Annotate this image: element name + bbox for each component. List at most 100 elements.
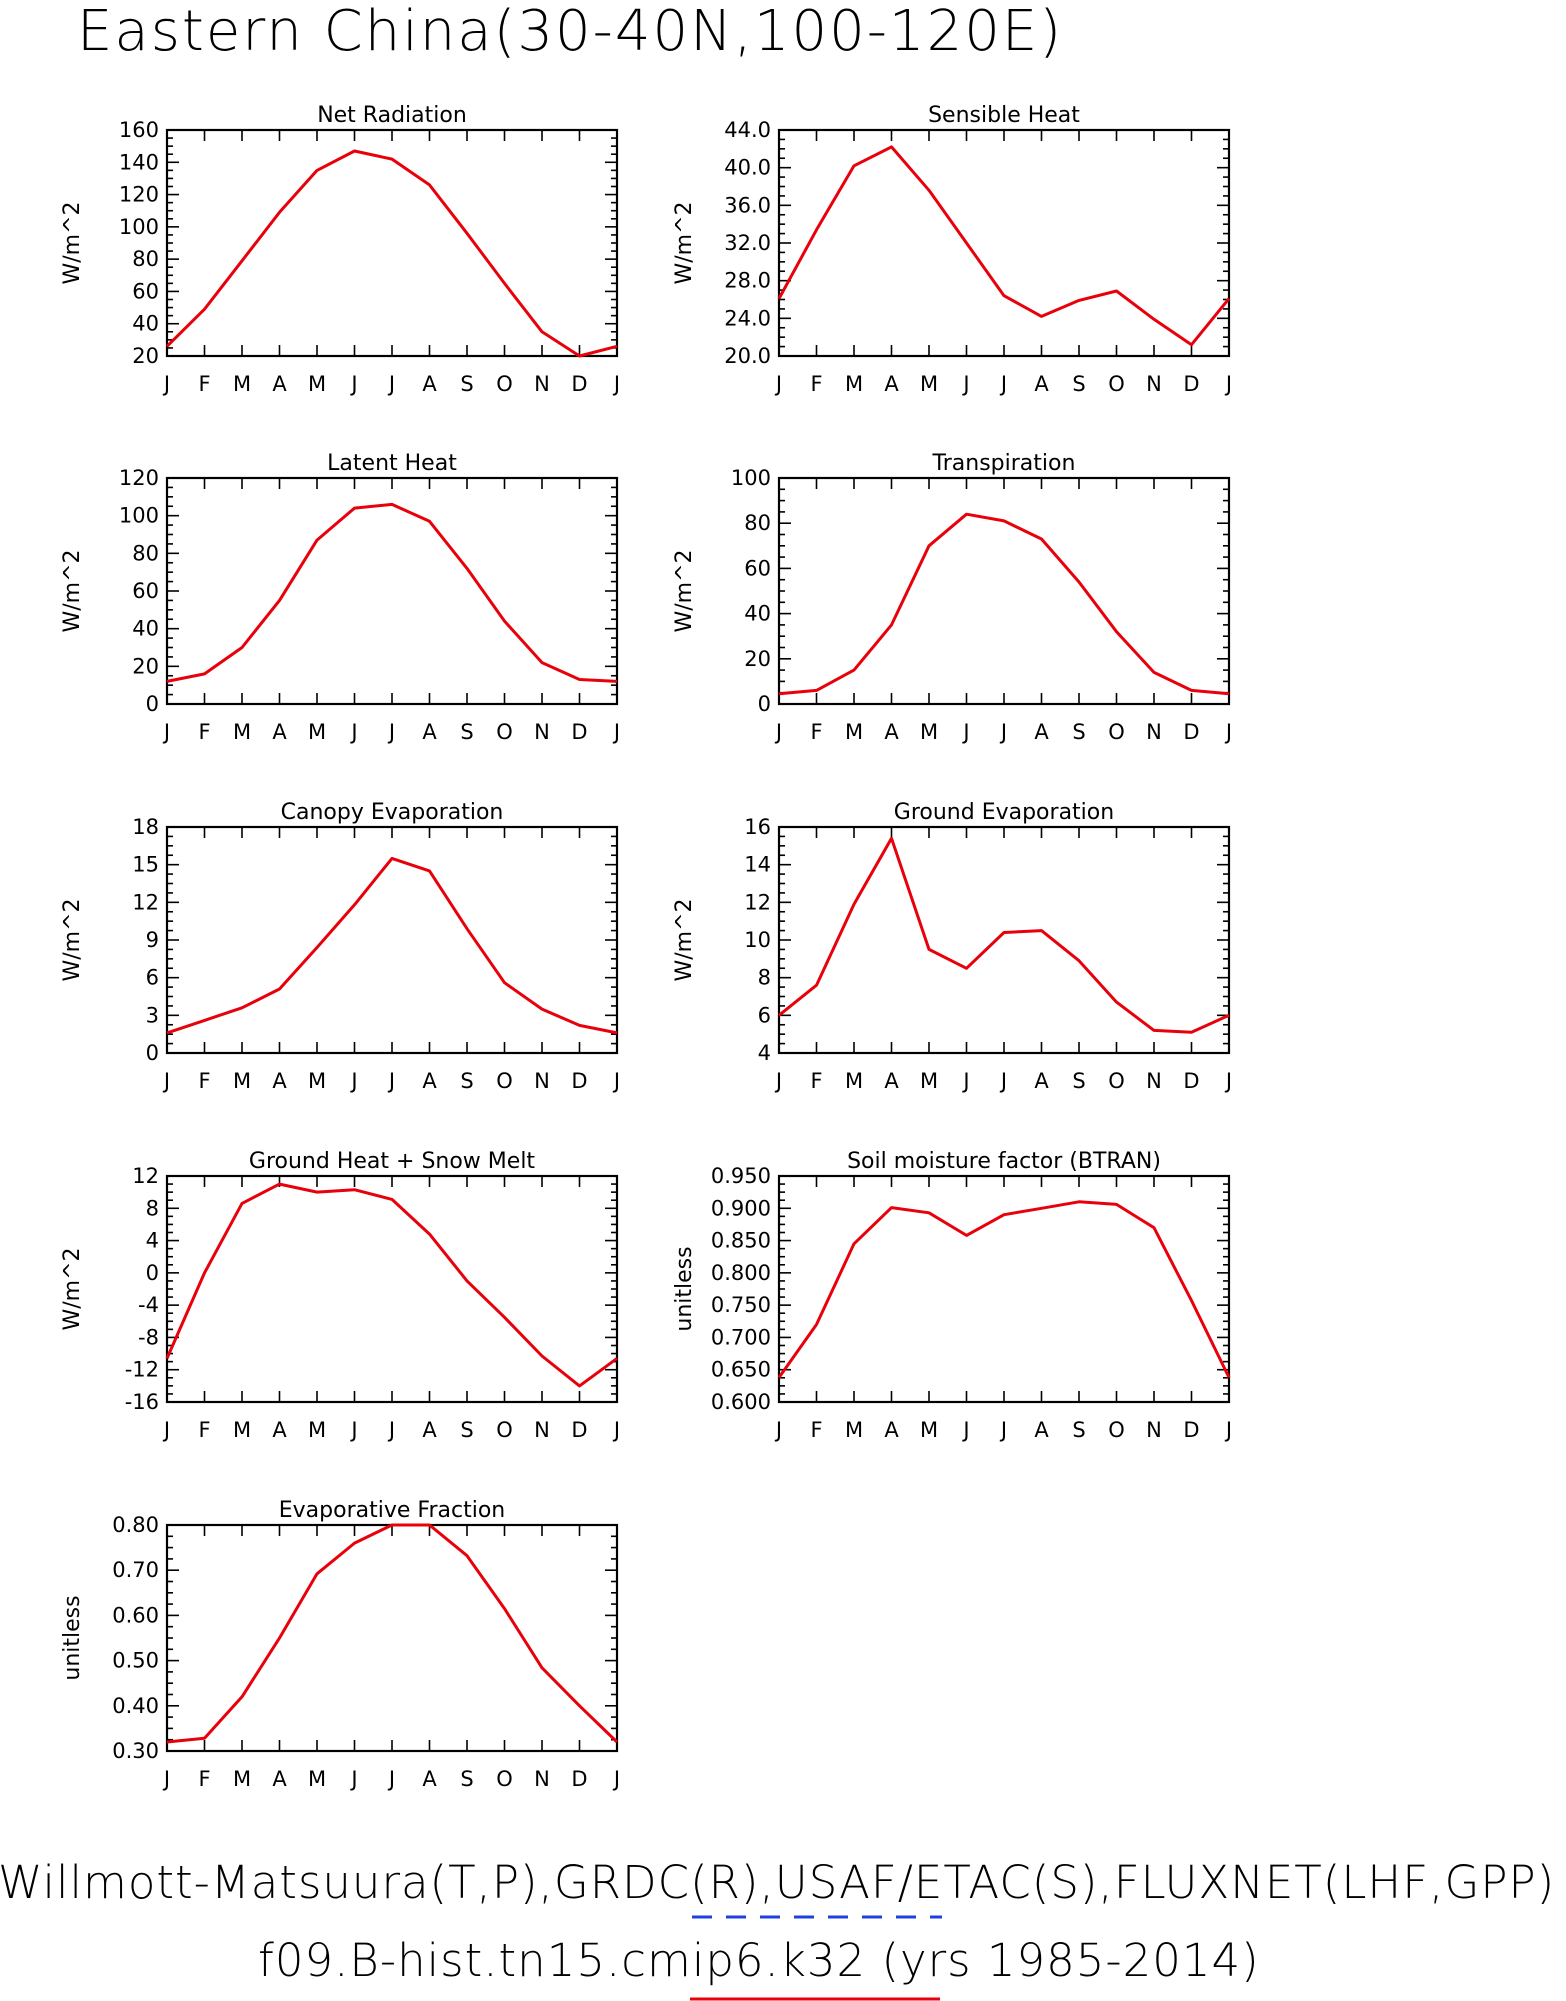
series-line [166,856,618,1035]
plot-frame [777,1174,1231,1404]
x-tick-label: M [233,1418,251,1442]
x-tick-label: J [1224,372,1232,396]
x-tick-label: M [308,720,326,744]
x-tick-label: D [571,720,587,744]
plot-frame [165,476,619,706]
x-tick-label: J [1224,720,1232,744]
y-tick-label: 4 [758,1041,771,1065]
y-axis-label: W/m^2 [60,898,85,981]
y-tick-label: 32.0 [724,231,771,255]
x-tick-label: N [1146,1069,1162,1093]
chart-panel: J F M A M J J A S O N D J0.300.400.500.600.700.80Eva… [60,1498,620,1791]
plot-frame [165,1523,619,1753]
x-tick-label: J [999,372,1007,396]
y-tick-label: 0.40 [112,1694,159,1718]
panel-title: Latent Heat [327,451,457,476]
series-line [778,512,1230,696]
x-tick-label: O [1108,1418,1125,1442]
y-tick-label: 20.0 [724,344,771,368]
y-tick-label: 100 [119,215,159,239]
x-tick-label: J [774,1069,782,1093]
series-line [778,836,1230,1034]
plot-frame [165,128,619,358]
x-tick-label: A [884,1069,899,1093]
x-tick-label: D [571,1418,587,1442]
x-tick-label: J [774,372,782,396]
x-tick-label: O [496,1069,513,1093]
y-tick-label: 0.700 [711,1325,771,1349]
x-tick-label: J [162,1418,170,1442]
y-tick-label: 10 [744,928,771,952]
x-tick-label: J [387,1767,395,1791]
series-line [777,1200,1231,1379]
x-tick-label: A [422,720,437,744]
panel-title: Net Radiation [317,103,467,128]
x-tick-label: S [1072,1069,1085,1093]
y-tick-label: 0.800 [711,1261,771,1285]
x-tick-label: J [387,720,395,744]
x-tick-label: J [349,1418,357,1442]
x-tick-label: J [1224,1418,1232,1442]
y-tick-label: 44.0 [724,118,771,142]
plot-frame [777,825,1231,1055]
x-tick-label: S [1072,372,1085,396]
x-tick-label: M [308,1418,326,1442]
x-tick-label: M [308,1767,326,1791]
x-tick-label: N [534,372,550,396]
y-tick-label: 0.60 [112,1603,159,1627]
chart-panel: J F M A M J J A S O N D J0.6000.6500.7000.7500.8000.… [672,1149,1232,1442]
x-tick-label: O [496,720,513,744]
y-tick-label: -16 [125,1390,159,1414]
x-tick-label: N [534,1767,550,1791]
y-tick-label: 0 [146,1041,159,1065]
x-tick-label: F [810,720,822,744]
y-tick-label: 4 [146,1229,159,1253]
y-tick-label: 8 [758,966,771,990]
series-line [166,1523,619,1744]
x-tick-label: J [162,1069,170,1093]
x-tick-label: J [612,1069,620,1093]
x-tick-label: A [1034,720,1049,744]
x-tick-label: S [460,1069,473,1093]
y-tick-label: 0.70 [112,1558,159,1582]
x-tick-label: J [387,372,395,396]
y-axis-label: W/m^2 [672,549,697,632]
x-tick-label: D [571,1767,587,1791]
x-tick-label: D [1183,720,1199,744]
y-tick-label: 36.0 [724,193,771,217]
y-tick-label: 0.50 [112,1649,159,1673]
y-tick-label: 20 [744,647,771,671]
x-tick-label: F [810,1418,822,1442]
y-tick-label: 80 [132,247,159,271]
x-tick-label: N [534,1418,550,1442]
x-tick-label: J [349,372,357,396]
x-tick-label: D [571,372,587,396]
x-tick-label: J [1224,1069,1232,1093]
chart-panel: J F M A M J J A S O N D J020406080100TranspirationW/… [672,451,1232,744]
x-tick-label: A [272,720,287,744]
y-tick-label: 0.750 [711,1293,771,1317]
x-tick-label: J [961,1069,969,1093]
x-tick-label: O [1108,372,1125,396]
x-tick-label: A [272,1418,287,1442]
x-tick-label: F [198,1069,210,1093]
y-tick-label: 40 [744,602,771,626]
plot-frame [165,825,619,1055]
x-tick-label: J [961,1418,969,1442]
x-tick-label: A [272,372,287,396]
panel-title: Ground Evaporation [894,800,1114,825]
x-tick-label: J [349,720,357,744]
x-tick-label: J [999,1418,1007,1442]
y-tick-label: 0.600 [711,1390,771,1414]
x-tick-label: S [460,1418,473,1442]
y-tick-label: 8 [146,1196,159,1220]
y-tick-label: 0.950 [711,1164,771,1188]
y-tick-label: 14 [744,853,771,877]
plot-frame [777,476,1231,706]
x-tick-label: F [810,1069,822,1093]
y-tick-label: 0 [146,1261,159,1285]
